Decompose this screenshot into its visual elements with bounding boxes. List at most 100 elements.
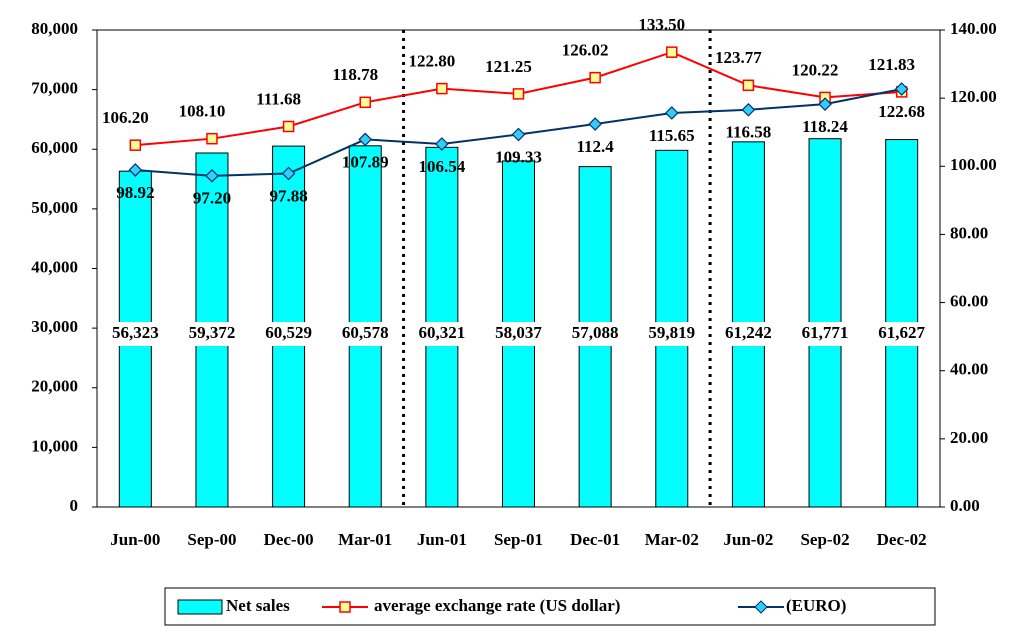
marker [512, 88, 525, 100]
bar-value-label: 59,819 [648, 323, 695, 342]
bar-label-bg [637, 322, 706, 346]
y-tick-label: 40,000 [31, 257, 78, 276]
bar-value-label: 61,627 [878, 323, 925, 342]
x-tick-label: Jun-01 [417, 530, 467, 549]
y-tick-label: 50,000 [31, 198, 78, 217]
bar-value-label: 60,321 [418, 323, 465, 342]
y2-tick-label: 140.00 [950, 19, 997, 38]
marker [282, 120, 295, 133]
line-value-label: 112.4 [576, 137, 614, 156]
bar-value-label: 61,771 [802, 323, 849, 342]
bar-label-bg [407, 322, 476, 346]
marker [436, 82, 448, 95]
line-value-label: 115.65 [649, 126, 695, 145]
legend-swatch [177, 599, 223, 615]
x-tick-label: Dec-02 [877, 530, 927, 549]
y2-tick-label: 0.00 [950, 496, 980, 515]
x-tick-label: Sep-01 [494, 530, 543, 549]
y2-tick-label: 100.00 [950, 155, 997, 174]
x-tick-label: Jun-00 [110, 530, 160, 549]
bar-value-label: 59,372 [189, 323, 236, 342]
line-value-label: 108.10 [179, 102, 226, 121]
marker [818, 97, 832, 111]
bar-label-bg [714, 322, 783, 346]
bar-label-bg [484, 322, 553, 346]
marker [664, 106, 679, 120]
bar-label-bg [177, 322, 246, 346]
line-value-label: 133.50 [638, 15, 685, 34]
line-value-label: 118.24 [802, 117, 848, 136]
legend-marker [754, 600, 768, 614]
y2-tick-label: 20.00 [950, 428, 988, 447]
x-tick-label: Dec-01 [570, 530, 620, 549]
bar-value-label: 60,529 [265, 323, 312, 342]
legend-marker [339, 601, 351, 613]
bar-label-bg [561, 322, 630, 346]
y-tick-label: 70,000 [31, 79, 78, 98]
line-value-label: 106.20 [102, 108, 149, 127]
legend-label: Net sales [226, 596, 290, 615]
line-value-label: 122.80 [408, 52, 455, 71]
marker [588, 117, 602, 131]
bar-value-label: 60,578 [342, 323, 389, 342]
y-tick-label: 60,000 [31, 138, 78, 157]
line-value-label: 122.68 [878, 102, 925, 121]
legend-label: (EURO) [786, 596, 846, 615]
line-value-label: 123.77 [715, 48, 762, 67]
y-tick-label: 80,000 [31, 19, 78, 38]
bar-value-label: 57,088 [572, 323, 619, 342]
y-tick-label: 30,000 [31, 317, 78, 336]
y-tick-label: 10,000 [31, 436, 78, 455]
marker [206, 132, 218, 145]
line-value-label: 121.83 [868, 55, 915, 74]
legend-label: average exchange rate (US dollar) [374, 596, 620, 615]
line-value-label: 111.68 [256, 89, 301, 108]
marker [358, 132, 373, 147]
x-tick-label: Jun-02 [723, 530, 773, 549]
line-value-label: 126.02 [562, 41, 609, 60]
marker [666, 46, 678, 58]
marker [281, 166, 296, 181]
line-value-label: 118.78 [332, 65, 378, 84]
x-tick-label: Sep-00 [187, 530, 236, 549]
marker [589, 71, 601, 84]
x-tick-label: Mar-02 [645, 530, 699, 549]
bar-label-bg [331, 322, 400, 346]
y-tick-label: 0 [70, 496, 79, 515]
bar-value-label: 56,323 [112, 323, 159, 342]
bar-value-label: 61,242 [725, 323, 772, 342]
marker [128, 163, 143, 177]
bar-label-bg [254, 322, 323, 346]
line-value-label: 97.88 [269, 186, 307, 205]
marker [205, 168, 219, 183]
y2-tick-label: 60.00 [950, 291, 988, 310]
bar-value-label: 58,037 [495, 323, 542, 342]
marker [742, 79, 755, 92]
bar-label-bg [791, 322, 860, 346]
line-value-label: 107.89 [342, 152, 389, 171]
line-value-label: 116.58 [726, 123, 772, 142]
bar-label-bg [867, 322, 936, 346]
legend-box [164, 587, 936, 626]
marker [894, 82, 909, 96]
marker [511, 127, 526, 142]
line-value-label: 97.20 [193, 189, 231, 208]
x-tick-label: Mar-01 [338, 530, 392, 549]
line-value-label: 106.54 [418, 157, 465, 176]
y2-tick-label: 120.00 [950, 87, 997, 106]
marker [359, 96, 371, 109]
marker [741, 102, 756, 117]
line-value-label: 121.25 [485, 57, 532, 76]
x-tick-label: Sep-02 [800, 530, 849, 549]
marker [129, 139, 142, 151]
bar-label-bg [101, 322, 170, 346]
y2-tick-label: 80.00 [950, 223, 988, 242]
line-value-label: 120.22 [792, 60, 839, 79]
y2-tick-label: 40.00 [950, 360, 988, 379]
line-value-label: 98.92 [116, 183, 154, 202]
x-tick-label: Dec-00 [264, 530, 314, 549]
marker [435, 137, 449, 151]
line-value-label: 109.33 [495, 147, 542, 166]
y-tick-label: 20,000 [31, 377, 78, 396]
